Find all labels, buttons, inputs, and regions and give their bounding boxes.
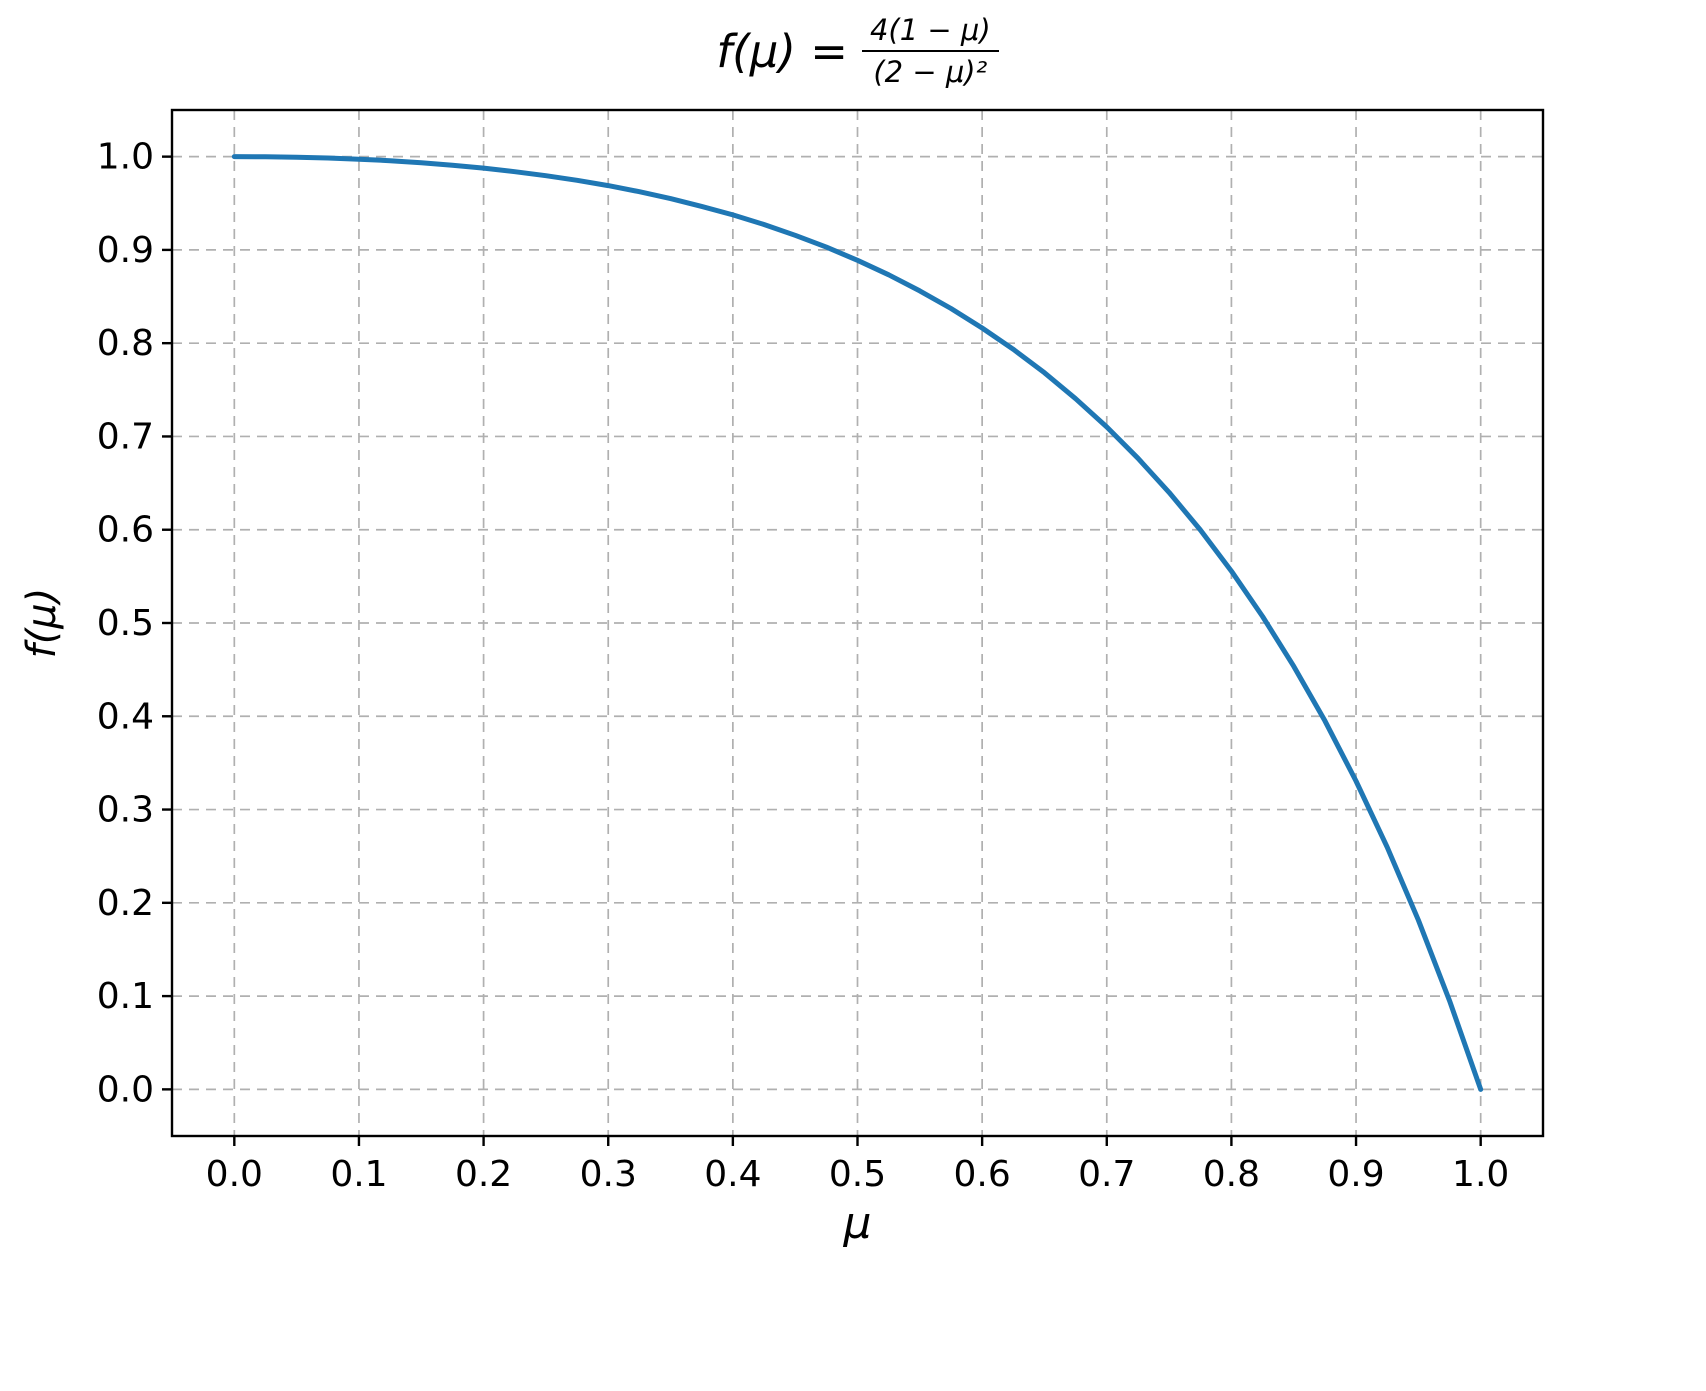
x-tick-label: 1.0 (1452, 1154, 1509, 1195)
y-tick-label: 0.2 (97, 883, 154, 924)
y-tick-label: 1.0 (97, 137, 154, 178)
x-tick-label: 0.1 (330, 1154, 387, 1195)
y-tick-label: 0.6 (97, 510, 154, 551)
title-fraction-denominator: (2 − μ)² (873, 55, 988, 90)
y-tick-label: 0.7 (97, 416, 154, 457)
x-tick-label: 0.4 (704, 1154, 761, 1195)
x-tick-label: 0.7 (1078, 1154, 1135, 1195)
y-tick-label: 0.4 (97, 696, 154, 737)
x-axis-label: μ (843, 1198, 872, 1249)
y-tick-label: 0.1 (97, 976, 154, 1017)
y-axis-label: f(μ) (19, 587, 65, 659)
y-tick-label: 0.9 (97, 230, 154, 271)
y-tick-label: 0.3 (97, 790, 154, 831)
x-tick-label: 0.5 (829, 1154, 886, 1195)
x-tick-label: 0.2 (455, 1154, 512, 1195)
y-tick-label: 0.0 (97, 1069, 154, 1110)
chart-title: f(μ) = 4(1 − μ) (2 − μ)² (172, 12, 1543, 91)
x-tick-label: 0.9 (1327, 1154, 1384, 1195)
x-tick-label: 0.8 (1203, 1154, 1260, 1195)
y-tick-label: 0.5 (97, 603, 154, 644)
x-tick-label: 0.6 (954, 1154, 1011, 1195)
x-tick-label: 0.0 (206, 1154, 263, 1195)
y-tick-label: 0.8 (97, 323, 154, 364)
curve-f-mu (231, 154, 1484, 1092)
title-fraction-numerator: 4(1 − μ) (861, 12, 999, 53)
title-fraction: 4(1 − μ) (2 − μ)² (861, 12, 999, 91)
title-prefix: f(μ) = (716, 24, 848, 78)
x-tick-label: 0.3 (580, 1154, 637, 1195)
